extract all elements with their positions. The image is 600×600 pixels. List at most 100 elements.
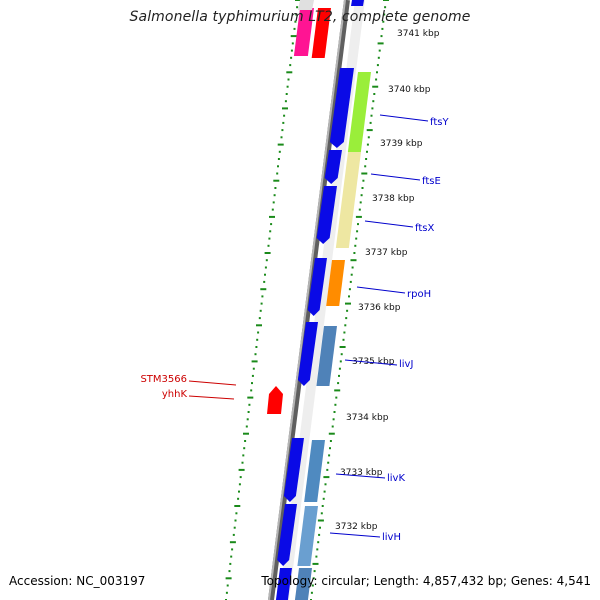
gc-dot	[323, 476, 330, 479]
gc-dot	[258, 317, 261, 320]
gc-dot	[335, 396, 338, 399]
gc-dot	[268, 237, 271, 240]
gc-dot	[229, 562, 232, 565]
gene-block-livJ[interactable]	[297, 322, 318, 386]
gc-dot	[237, 497, 240, 500]
gc-dot	[343, 331, 346, 334]
cog-block-livK[interactable]	[304, 440, 325, 502]
gc-dot	[348, 295, 350, 298]
gene-features	[267, 0, 371, 600]
gene-label-ftsY[interactable]: ftsY	[430, 117, 449, 128]
gc-dot	[233, 526, 236, 529]
gc-dot	[364, 165, 367, 168]
gene-label-yhhK[interactable]: yhhK	[162, 389, 188, 400]
gc-dot	[284, 100, 287, 103]
gc-dot	[251, 374, 254, 377]
gene-label-livH[interactable]: livH	[382, 532, 401, 543]
gc-dot	[366, 150, 368, 153]
gc-dot	[312, 577, 315, 580]
gc-dot	[373, 93, 376, 95]
gc-dot	[384, 6, 387, 9]
cog-block-bottom[interactable]	[294, 568, 312, 600]
gc-dot	[232, 533, 235, 536]
scale-label-3735: 3735 kbp	[352, 357, 395, 367]
gc-dot	[342, 338, 345, 341]
gc-dot	[269, 230, 272, 233]
gc-dot	[333, 411, 336, 413]
gc-dot	[260, 302, 263, 305]
scale-label-3732: 3732 kbp	[335, 522, 378, 532]
gene-label-livK[interactable]: livK	[387, 473, 405, 484]
cog-block-ftsY[interactable]	[347, 72, 371, 152]
gene-block-ftsE[interactable]	[324, 150, 342, 184]
gene-block-top-red[interactable]	[311, 8, 331, 58]
gc-dot	[226, 584, 229, 587]
gc-dot	[238, 490, 240, 493]
gc-dot	[234, 519, 237, 522]
gc-dot	[329, 447, 331, 450]
gc-dot	[244, 440, 247, 442]
gene-block-livH[interactable]	[277, 504, 297, 566]
scale-label-3736: 3736 kbp	[358, 303, 401, 313]
gc-dot	[354, 244, 357, 247]
gc-dot	[311, 584, 314, 587]
gc-dot	[274, 187, 277, 189]
gene-label-livJ[interactable]: livJ	[399, 359, 413, 370]
gc-dot	[248, 403, 251, 406]
gc-dot	[290, 56, 293, 59]
cog-block-rpoH[interactable]	[326, 260, 345, 306]
gc-dot	[256, 324, 262, 327]
scale-label-3739: 3739 kbp	[380, 139, 423, 149]
gene-labels-left: STM3566 yhhK	[140, 374, 237, 400]
gene-block-yhhK[interactable]	[267, 386, 283, 414]
gc-dot	[376, 64, 379, 67]
gene-block-bottom[interactable]	[275, 568, 292, 600]
gc-dot	[339, 346, 346, 348]
gc-dot	[290, 35, 297, 38]
gc-dot	[285, 93, 288, 95]
gc-dot	[282, 107, 288, 110]
gc-dot	[250, 389, 253, 392]
gene-block-top-grey[interactable]	[298, 0, 314, 10]
gc-dot	[312, 562, 319, 565]
gc-dot	[280, 136, 283, 139]
gene-label-ftsX[interactable]: ftsX	[415, 223, 434, 234]
cog-block-ftsX[interactable]	[335, 152, 361, 248]
gc-dot	[349, 280, 352, 283]
gc-dot	[247, 396, 254, 399]
gc-dot	[346, 309, 349, 312]
gene-block-top-pink[interactable]	[293, 8, 314, 56]
scale-label-3737: 3737 kbp	[365, 248, 408, 258]
gc-dot	[228, 570, 231, 573]
gc-dot	[380, 35, 383, 38]
gc-dot	[332, 418, 335, 421]
gc-dot	[238, 483, 241, 486]
gene-block-ftsY[interactable]	[329, 68, 354, 148]
gc-dot	[367, 136, 370, 139]
genome-backbone	[268, 0, 350, 600]
gc-dot	[377, 56, 380, 59]
gene-labels-right: ftsY ftsE ftsX rpoH livJ livK livH	[382, 117, 449, 543]
accession-text: Accession: NC_003197	[9, 574, 146, 588]
gc-dot	[381, 27, 384, 30]
gene-label-STM3566[interactable]: STM3566	[140, 374, 187, 385]
gc-dot	[310, 591, 313, 594]
gene-block-top-blue[interactable]	[351, 0, 364, 6]
cog-block-livJ[interactable]	[316, 326, 337, 386]
gene-label-ftsE[interactable]: ftsE	[422, 176, 441, 187]
gc-dot	[277, 143, 284, 146]
gene-label-rpoH[interactable]: rpoH	[407, 289, 431, 300]
gene-block-rpoH[interactable]	[307, 258, 327, 316]
gc-dot	[320, 512, 323, 515]
gene-block-livK[interactable]	[283, 438, 304, 502]
gc-dot	[326, 468, 329, 471]
gc-dot	[345, 317, 348, 320]
gene-block-ftsX[interactable]	[316, 186, 337, 244]
scale-label-3741: 3741 kbp	[397, 29, 440, 39]
cog-block-livH[interactable]	[297, 506, 318, 566]
gc-dot	[257, 331, 260, 334]
gc-dot	[278, 150, 281, 153]
gc-dot	[370, 114, 373, 117]
gc-dot	[334, 389, 341, 392]
gc-dot	[241, 461, 244, 464]
